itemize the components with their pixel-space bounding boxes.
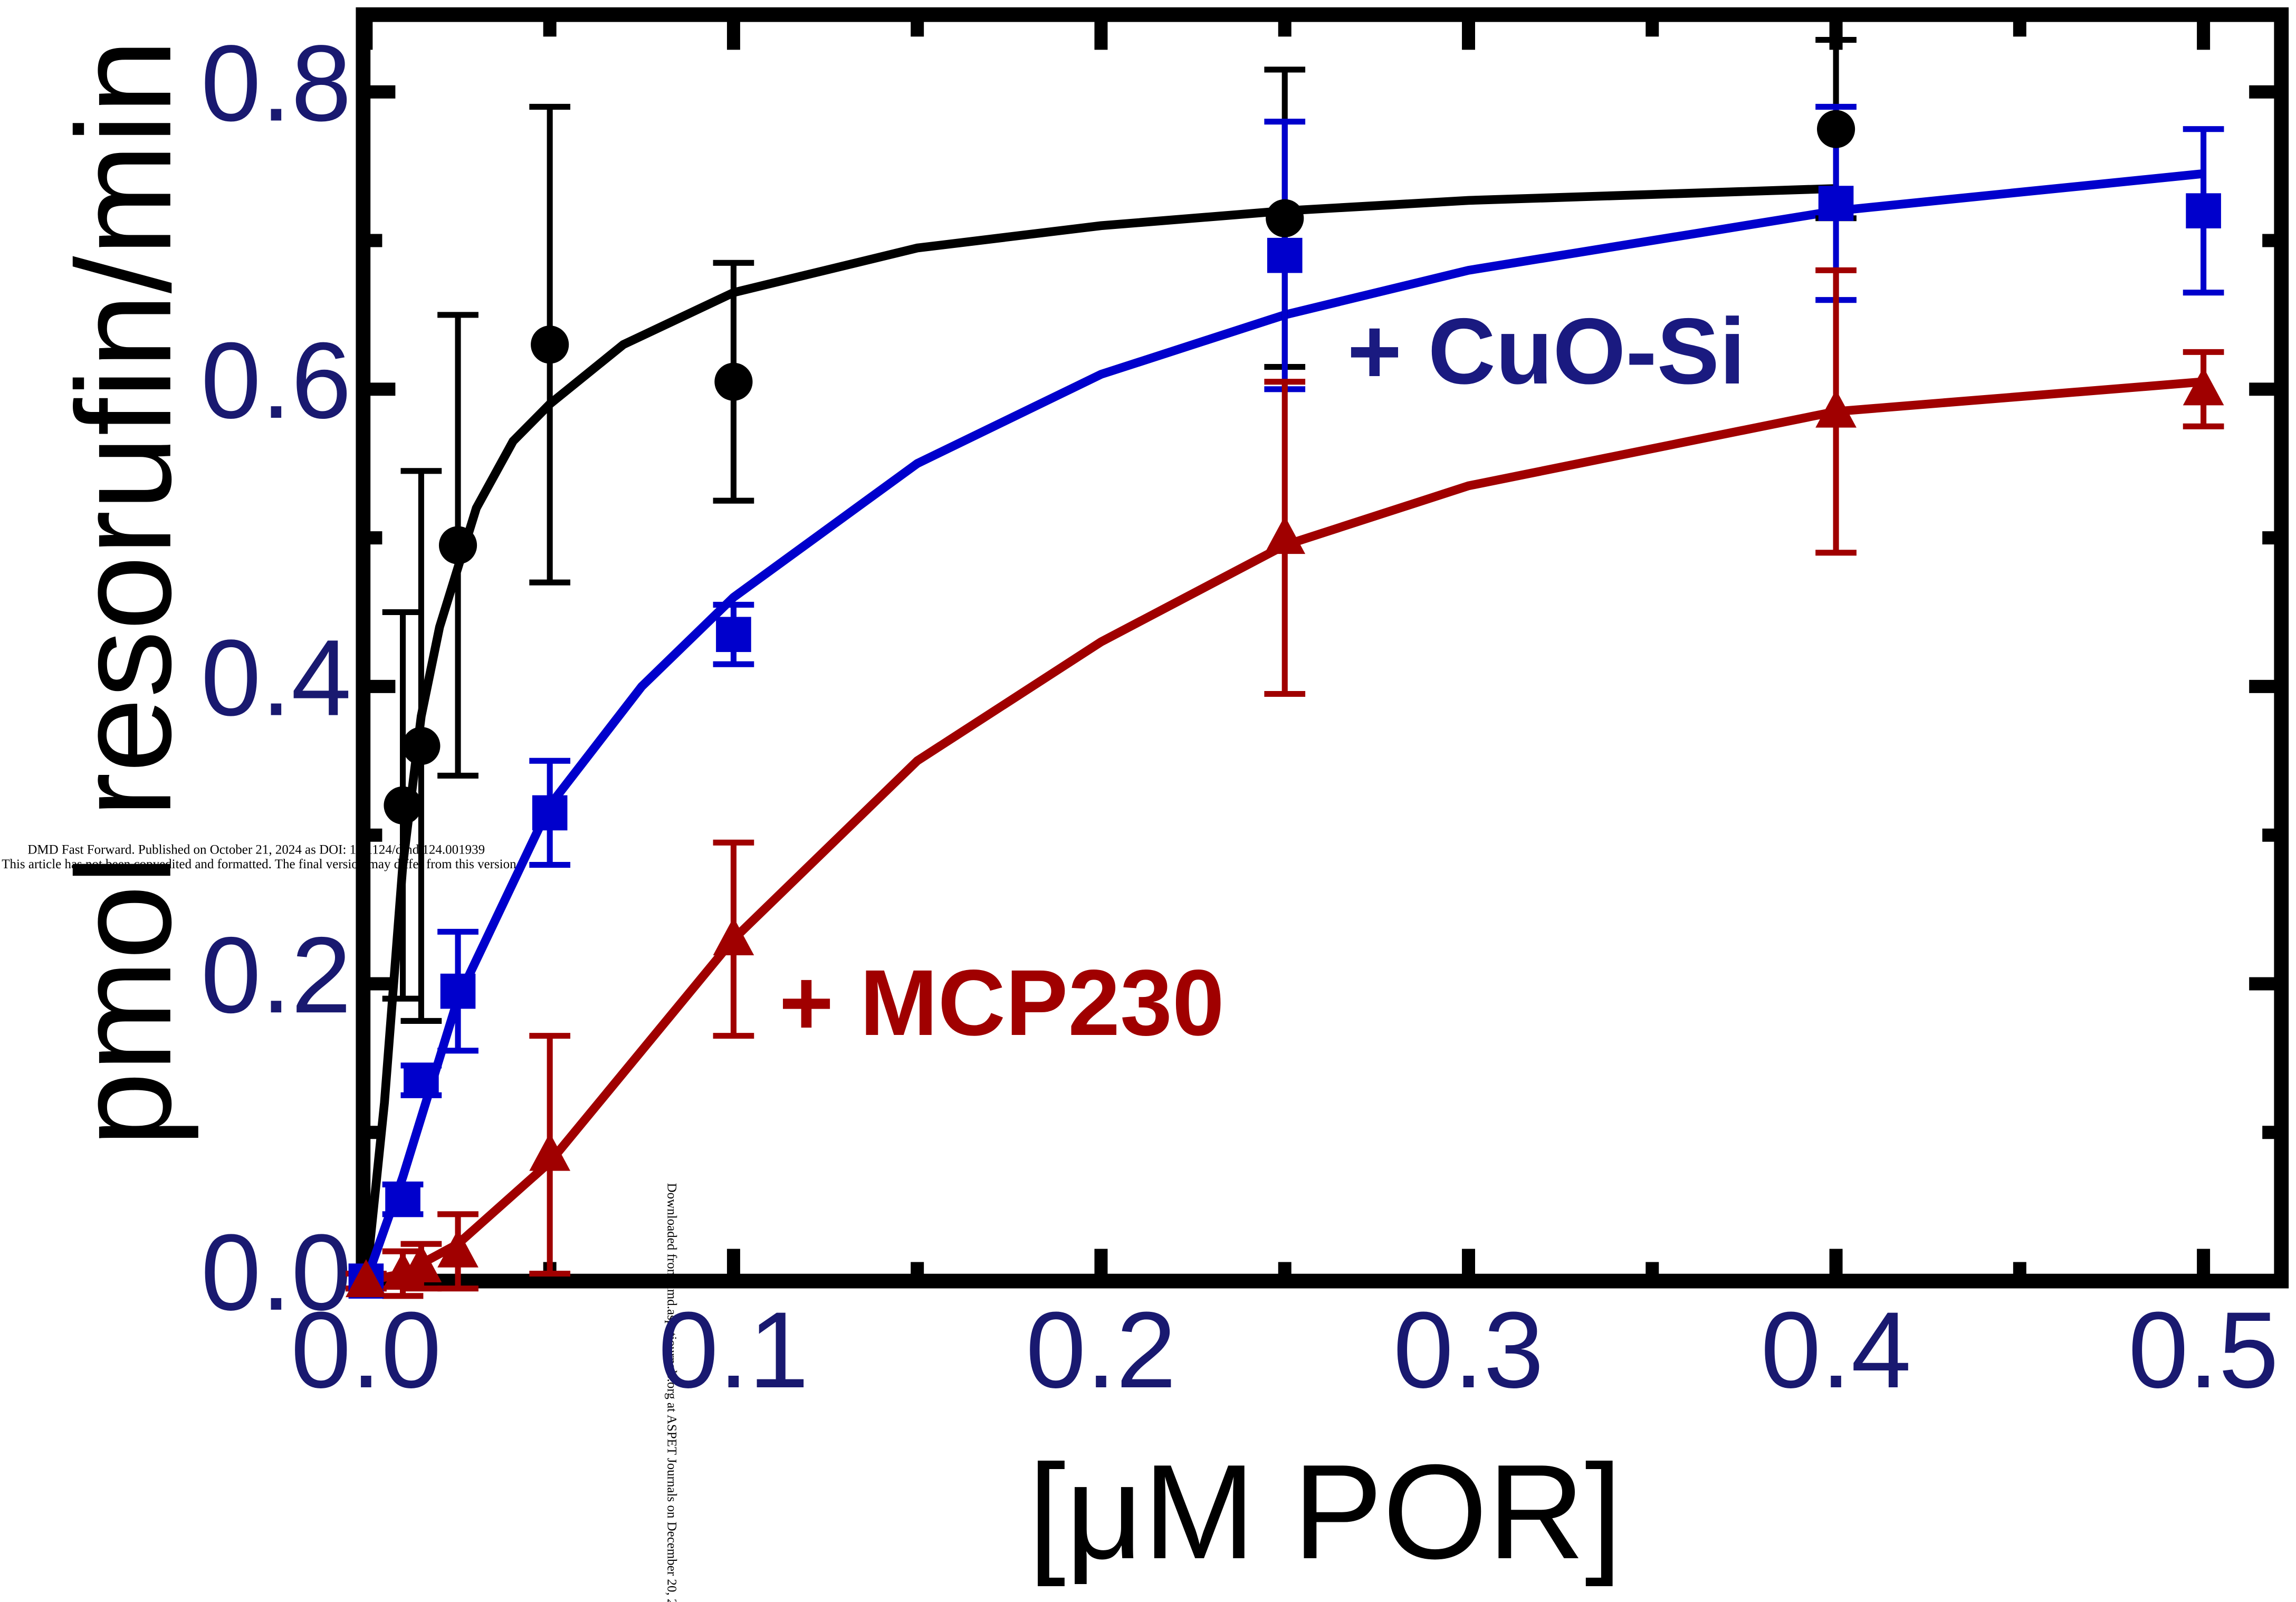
y-tick-label: 0.8 [201, 22, 352, 143]
data-point [400, 1244, 442, 1282]
data-point [384, 786, 422, 824]
data-point [346, 1259, 387, 1298]
watermark: DMD Fast Forward. Published on October 2… [27, 842, 485, 857]
data-point [1815, 389, 1857, 428]
data-point [1818, 186, 1854, 221]
data-point [438, 526, 477, 564]
data-point [385, 1182, 420, 1217]
annotation: + MCP230 [779, 950, 1224, 1055]
data-point [2183, 367, 2224, 406]
y-tick-label: 0.6 [201, 320, 352, 441]
x-tick-label: 0.5 [2128, 1289, 2279, 1411]
data-point [531, 325, 569, 364]
plot-frame [356, 7, 2289, 1289]
x-tick-label: 0.0 [291, 1289, 441, 1411]
y-tick-label: 0.0 [201, 1212, 352, 1333]
data-point [440, 973, 476, 1009]
x-axis-label: [μM POR] [1028, 1437, 1622, 1587]
x-tick-label: 0.4 [1761, 1289, 1911, 1411]
data-point [402, 727, 441, 765]
data-point [714, 362, 753, 401]
watermark: This article has not been copyedited and… [2, 857, 520, 871]
annotation: + CuO-Si [1347, 299, 1745, 404]
data-point [404, 1062, 439, 1098]
data-point [2186, 193, 2221, 228]
data-point [529, 1133, 571, 1171]
data-point [716, 617, 751, 653]
watermark: Downloaded from dmd.aspetjournals.org at… [664, 1183, 678, 1602]
data-point [437, 1229, 479, 1268]
x-tick-label: 0.1 [658, 1289, 809, 1411]
y-axis-label: pmol resorufin/min [49, 39, 199, 1147]
y-tick-label: 0.4 [201, 617, 352, 738]
data-point [713, 917, 754, 955]
data-point [1264, 515, 1306, 554]
data-point [1267, 237, 1303, 273]
x-tick-label: 0.2 [1026, 1289, 1176, 1411]
data-point [1816, 110, 1855, 148]
fit-line [362, 169, 2204, 1283]
x-tick-label: 0.3 [1393, 1289, 1544, 1411]
data-point [1266, 199, 1304, 237]
data-point [532, 795, 568, 831]
y-tick-label: 0.2 [201, 914, 352, 1035]
